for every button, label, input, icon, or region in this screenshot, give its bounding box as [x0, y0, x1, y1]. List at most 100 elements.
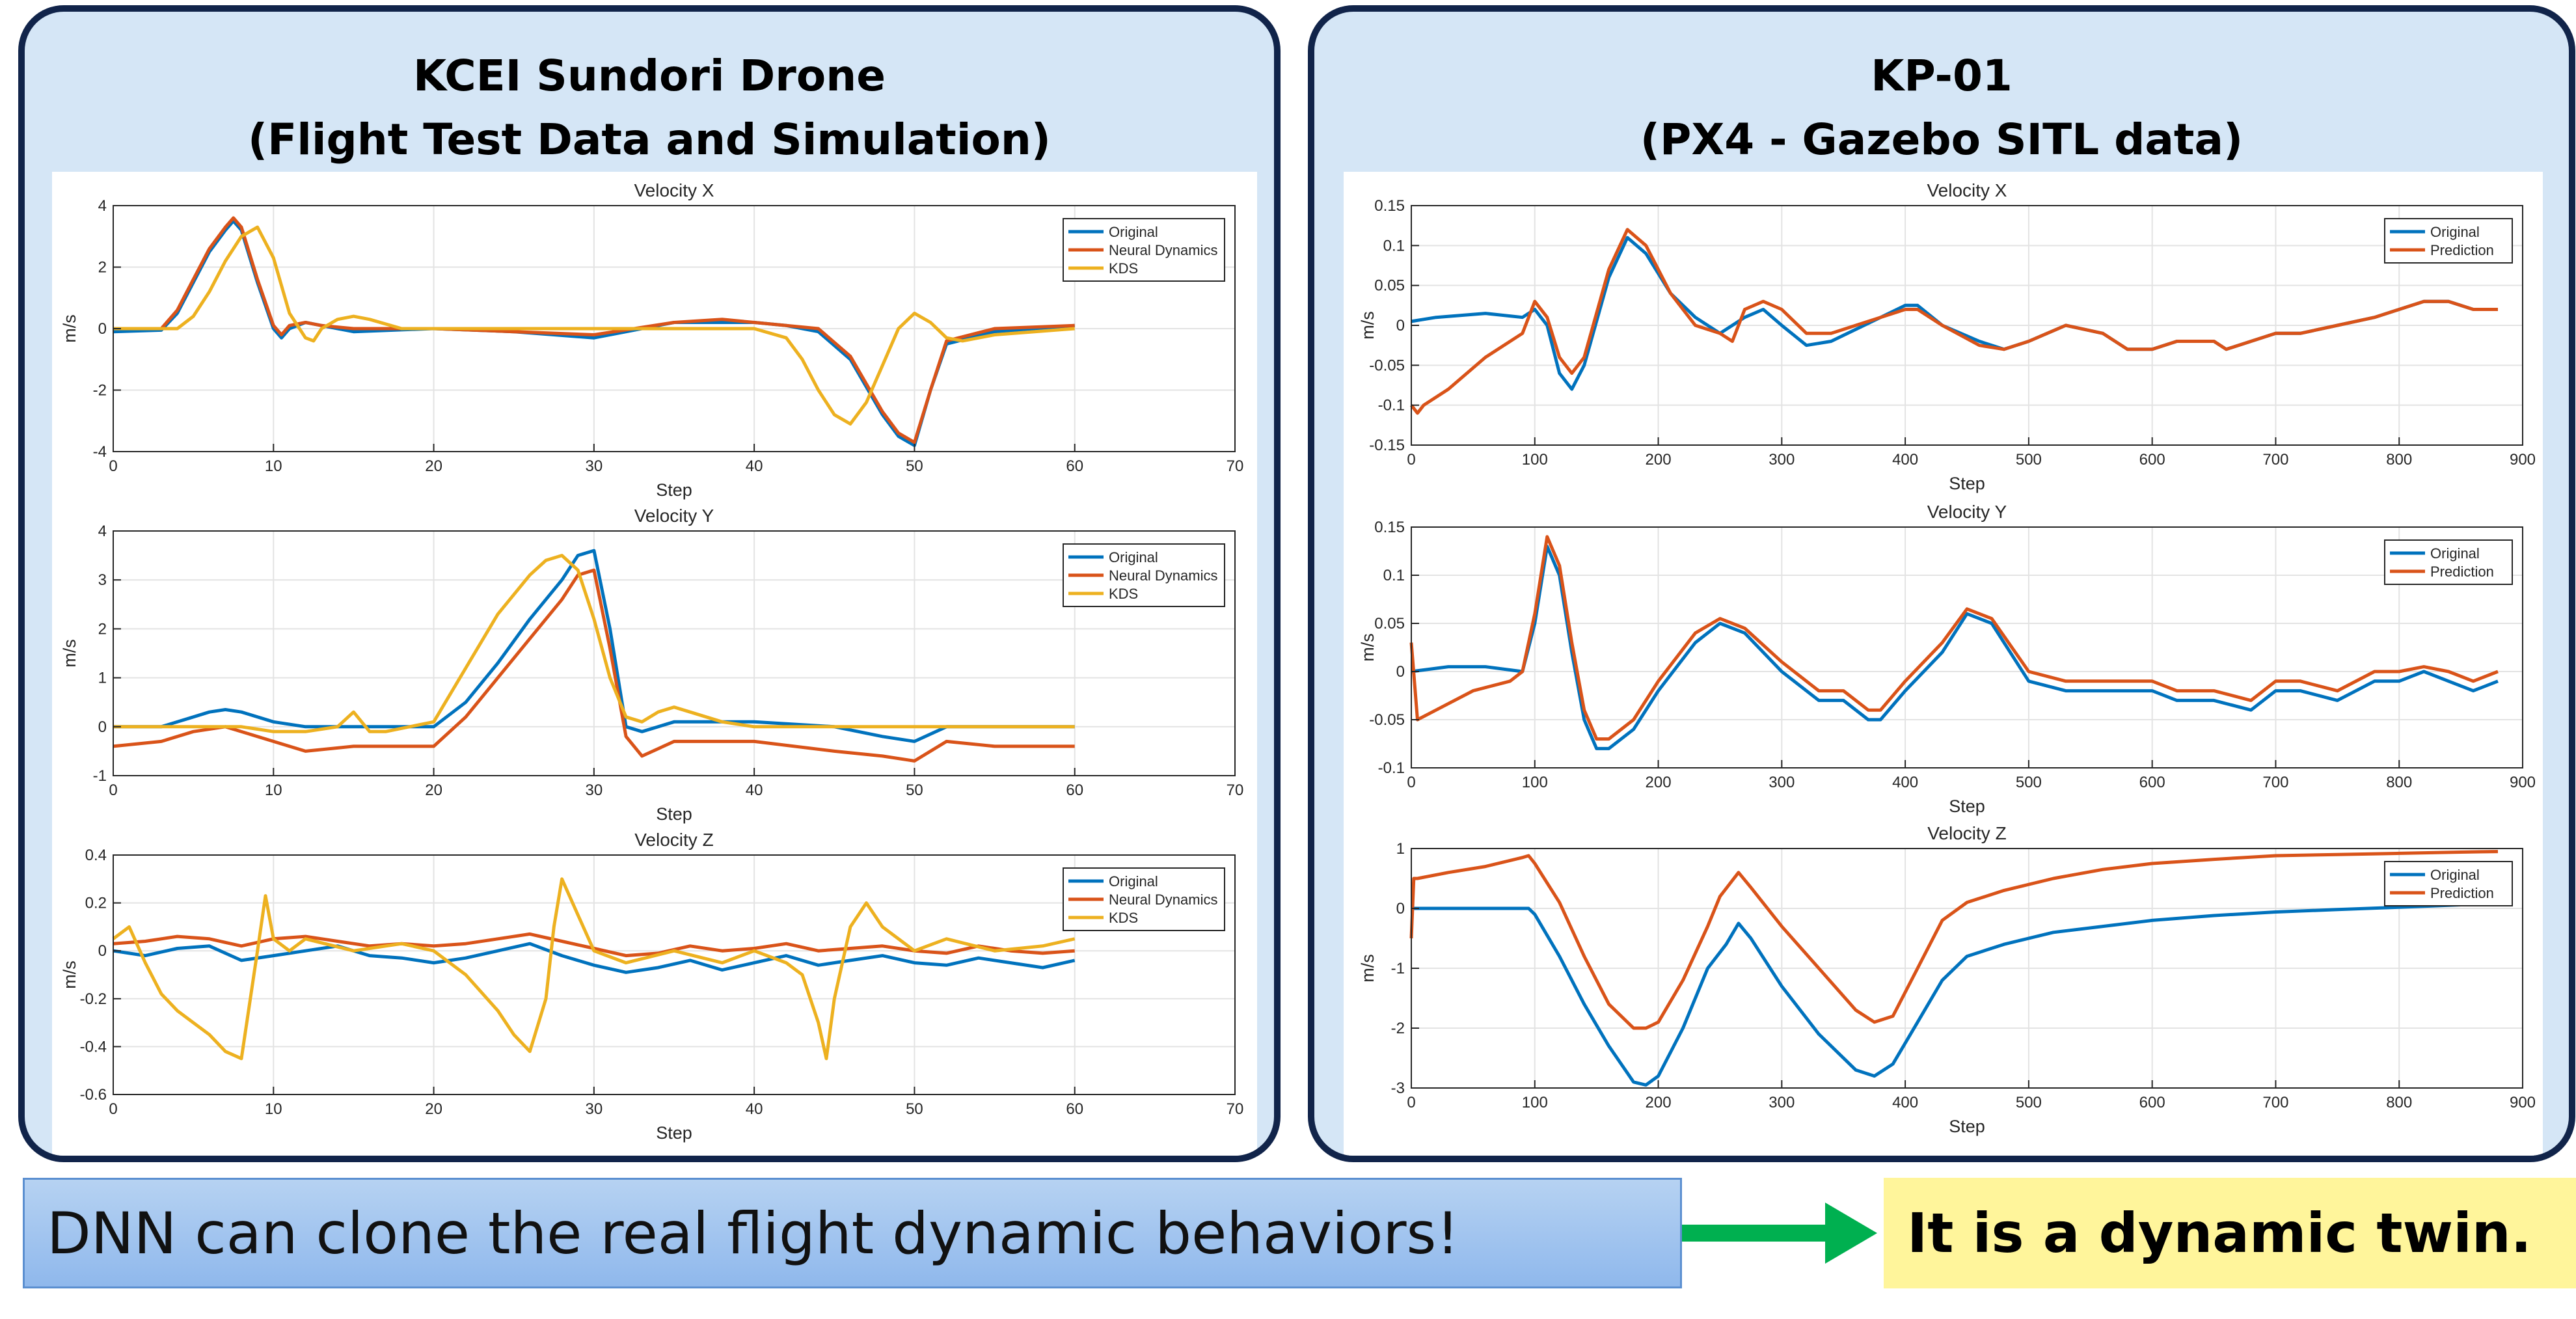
x-tick-label: 400: [1892, 451, 1918, 469]
y-tick-label: 0: [1396, 900, 1405, 918]
x-tick-label: 400: [1892, 1094, 1918, 1111]
legend-box: [2384, 539, 2513, 585]
chart-right-velocity-z: 0 100 200 300 400 500 600 700 800 900 -3 -2 -1 0 1 Velo…: [1358, 823, 2536, 1136]
x-tick-label: 400: [1892, 774, 1918, 791]
y-axis-label: m/s: [1358, 311, 1377, 340]
y-axis-label: m/s: [1358, 633, 1377, 662]
x-tick-label: 200: [1646, 1094, 1672, 1111]
right-panel-title-line1: KP-01: [1871, 51, 2013, 101]
left-panel-title-line1: KCEI Sundori Drone: [413, 51, 886, 101]
y-tick-label: -0.15: [1369, 437, 1405, 454]
x-tick-label: 600: [2139, 1094, 2165, 1111]
y-tick-label: -2: [1391, 1020, 1405, 1037]
legend-label: KDS: [1109, 910, 1138, 926]
dynamic-twin-text: It is a dynamic twin.: [1907, 1201, 2532, 1265]
x-axis-label: Step: [656, 1123, 692, 1143]
left-panel: KCEI Sundori Drone (Flight Test Data and…: [18, 5, 1281, 1162]
left-panel-title: KCEI Sundori Drone (Flight Test Data and…: [25, 44, 1274, 172]
chart-left-velocity-x: 0 10 20 30 40 50 60 70 -4 -2 0 2 4 Velocity X Step m/s O…: [60, 180, 1244, 500]
series-line: [1411, 902, 2499, 1087]
y-tick-label: -0.6: [80, 1086, 107, 1104]
chart-right-velocity-y: 0 100 200 300 400 500 600 700 800 900 -0.1 -0.05 0 0.…: [1358, 502, 2536, 816]
x-tick-label: 200: [1646, 451, 1672, 469]
series-line: [113, 942, 1076, 974]
y-axis-label: m/s: [60, 314, 79, 343]
y-tick-label: -2: [93, 382, 107, 400]
y-tick-label: -0.2: [80, 990, 107, 1008]
x-tick-label: 600: [2139, 774, 2165, 791]
y-tick-label: 0.2: [85, 895, 107, 912]
x-tick-label: 30: [586, 457, 603, 475]
x-tick-label: 10: [265, 782, 282, 799]
x-axis-label: Step: [1949, 474, 1985, 493]
series-line: [113, 554, 1075, 733]
y-tick-label: -3: [1391, 1080, 1405, 1097]
y-tick-label: 0: [1396, 663, 1405, 681]
x-axis-label: Step: [656, 804, 692, 824]
chart-title: Velocity X: [634, 180, 714, 200]
x-tick-label: 50: [906, 1100, 923, 1118]
x-tick-label: 20: [425, 457, 442, 475]
x-tick-label: 50: [906, 782, 923, 799]
y-tick-label: 4: [98, 523, 107, 540]
y-tick-label: 1: [1396, 840, 1405, 858]
right-panel-title: KP-01 (PX4 - Gazebo SITL data): [1314, 44, 2569, 172]
legend: Original Prediction: [2384, 861, 2513, 906]
y-tick-label: -1: [93, 767, 107, 785]
chart-title: Velocity Z: [1927, 823, 2006, 843]
x-tick-label: 60: [1066, 1100, 1083, 1118]
legend-label: KDS: [1109, 260, 1138, 277]
series-line: [1411, 236, 2498, 391]
x-tick-label: 10: [265, 1100, 282, 1118]
conclusion-banner: DNN can clone the real flight dynamic be…: [23, 1178, 1682, 1288]
legend-label: Original: [2430, 867, 2480, 883]
chart-title: Velocity X: [1927, 180, 2007, 200]
x-tick-label: 30: [586, 782, 603, 799]
legend-label: Prediction: [2430, 242, 2494, 258]
axes-box: [113, 530, 1236, 776]
y-tick-label: -0.05: [1369, 357, 1405, 374]
x-tick-label: 800: [2386, 451, 2412, 469]
legend-label: Prediction: [2430, 564, 2494, 580]
y-tick-label: 1: [98, 670, 107, 687]
left-panel-title-line2: (Flight Test Data and Simulation): [248, 115, 1051, 165]
y-tick-label: -0.05: [1369, 711, 1405, 729]
x-tick-label: 60: [1066, 782, 1083, 799]
x-tick-label: 500: [2016, 451, 2042, 469]
series-line: [1409, 850, 2499, 1030]
y-tick-label: 2: [98, 620, 107, 638]
legend-label: Original: [2430, 545, 2480, 562]
y-tick-label: 0.1: [1383, 237, 1405, 254]
x-tick-label: 700: [2262, 774, 2288, 791]
legend-box: [2384, 218, 2513, 264]
legend-label: KDS: [1109, 586, 1138, 602]
x-tick-label: 700: [2262, 1094, 2288, 1111]
y-tick-label: 0: [1396, 317, 1405, 334]
x-axis-label: Step: [1949, 1117, 1985, 1136]
left-plot-area: 0 10 20 30 40 50 60 70 -4 -2 0 2 4 Velocity X Step m/s O…: [52, 172, 1257, 1156]
x-tick-label: 70: [1227, 457, 1244, 475]
x-tick-label: 500: [2016, 774, 2042, 791]
x-axis-label: Step: [1949, 796, 1985, 816]
chart-title: Velocity Y: [1927, 502, 2007, 522]
x-tick-label: 0: [109, 457, 117, 475]
y-tick-label: -0.1: [1378, 759, 1405, 777]
x-tick-label: 200: [1646, 774, 1672, 791]
legend-label: Neural Dynamics: [1109, 891, 1218, 908]
y-tick-label: -0.4: [80, 1038, 107, 1055]
y-axis-label: m/s: [60, 639, 79, 668]
series-line: [113, 225, 1075, 426]
series-line: [1410, 228, 2498, 415]
x-tick-label: 800: [2386, 1094, 2412, 1111]
chart-left-velocity-z: 0 10 20 30 40 50 60 70 -0.6 -0.4 -0.2 0 0.2 0.4 Veloci…: [60, 830, 1243, 1143]
y-tick-label: 3: [98, 571, 107, 589]
x-tick-label: 0: [109, 782, 117, 799]
right-panel: KP-01 (PX4 - Gazebo SITL data) 0 1 0 0 200 30…: [1308, 5, 2575, 1162]
x-tick-label: 900: [2510, 1094, 2536, 1111]
legend-label: Original: [2430, 224, 2480, 240]
x-tick-label: 300: [1769, 451, 1795, 469]
x-tick-label: 30: [586, 1100, 603, 1118]
